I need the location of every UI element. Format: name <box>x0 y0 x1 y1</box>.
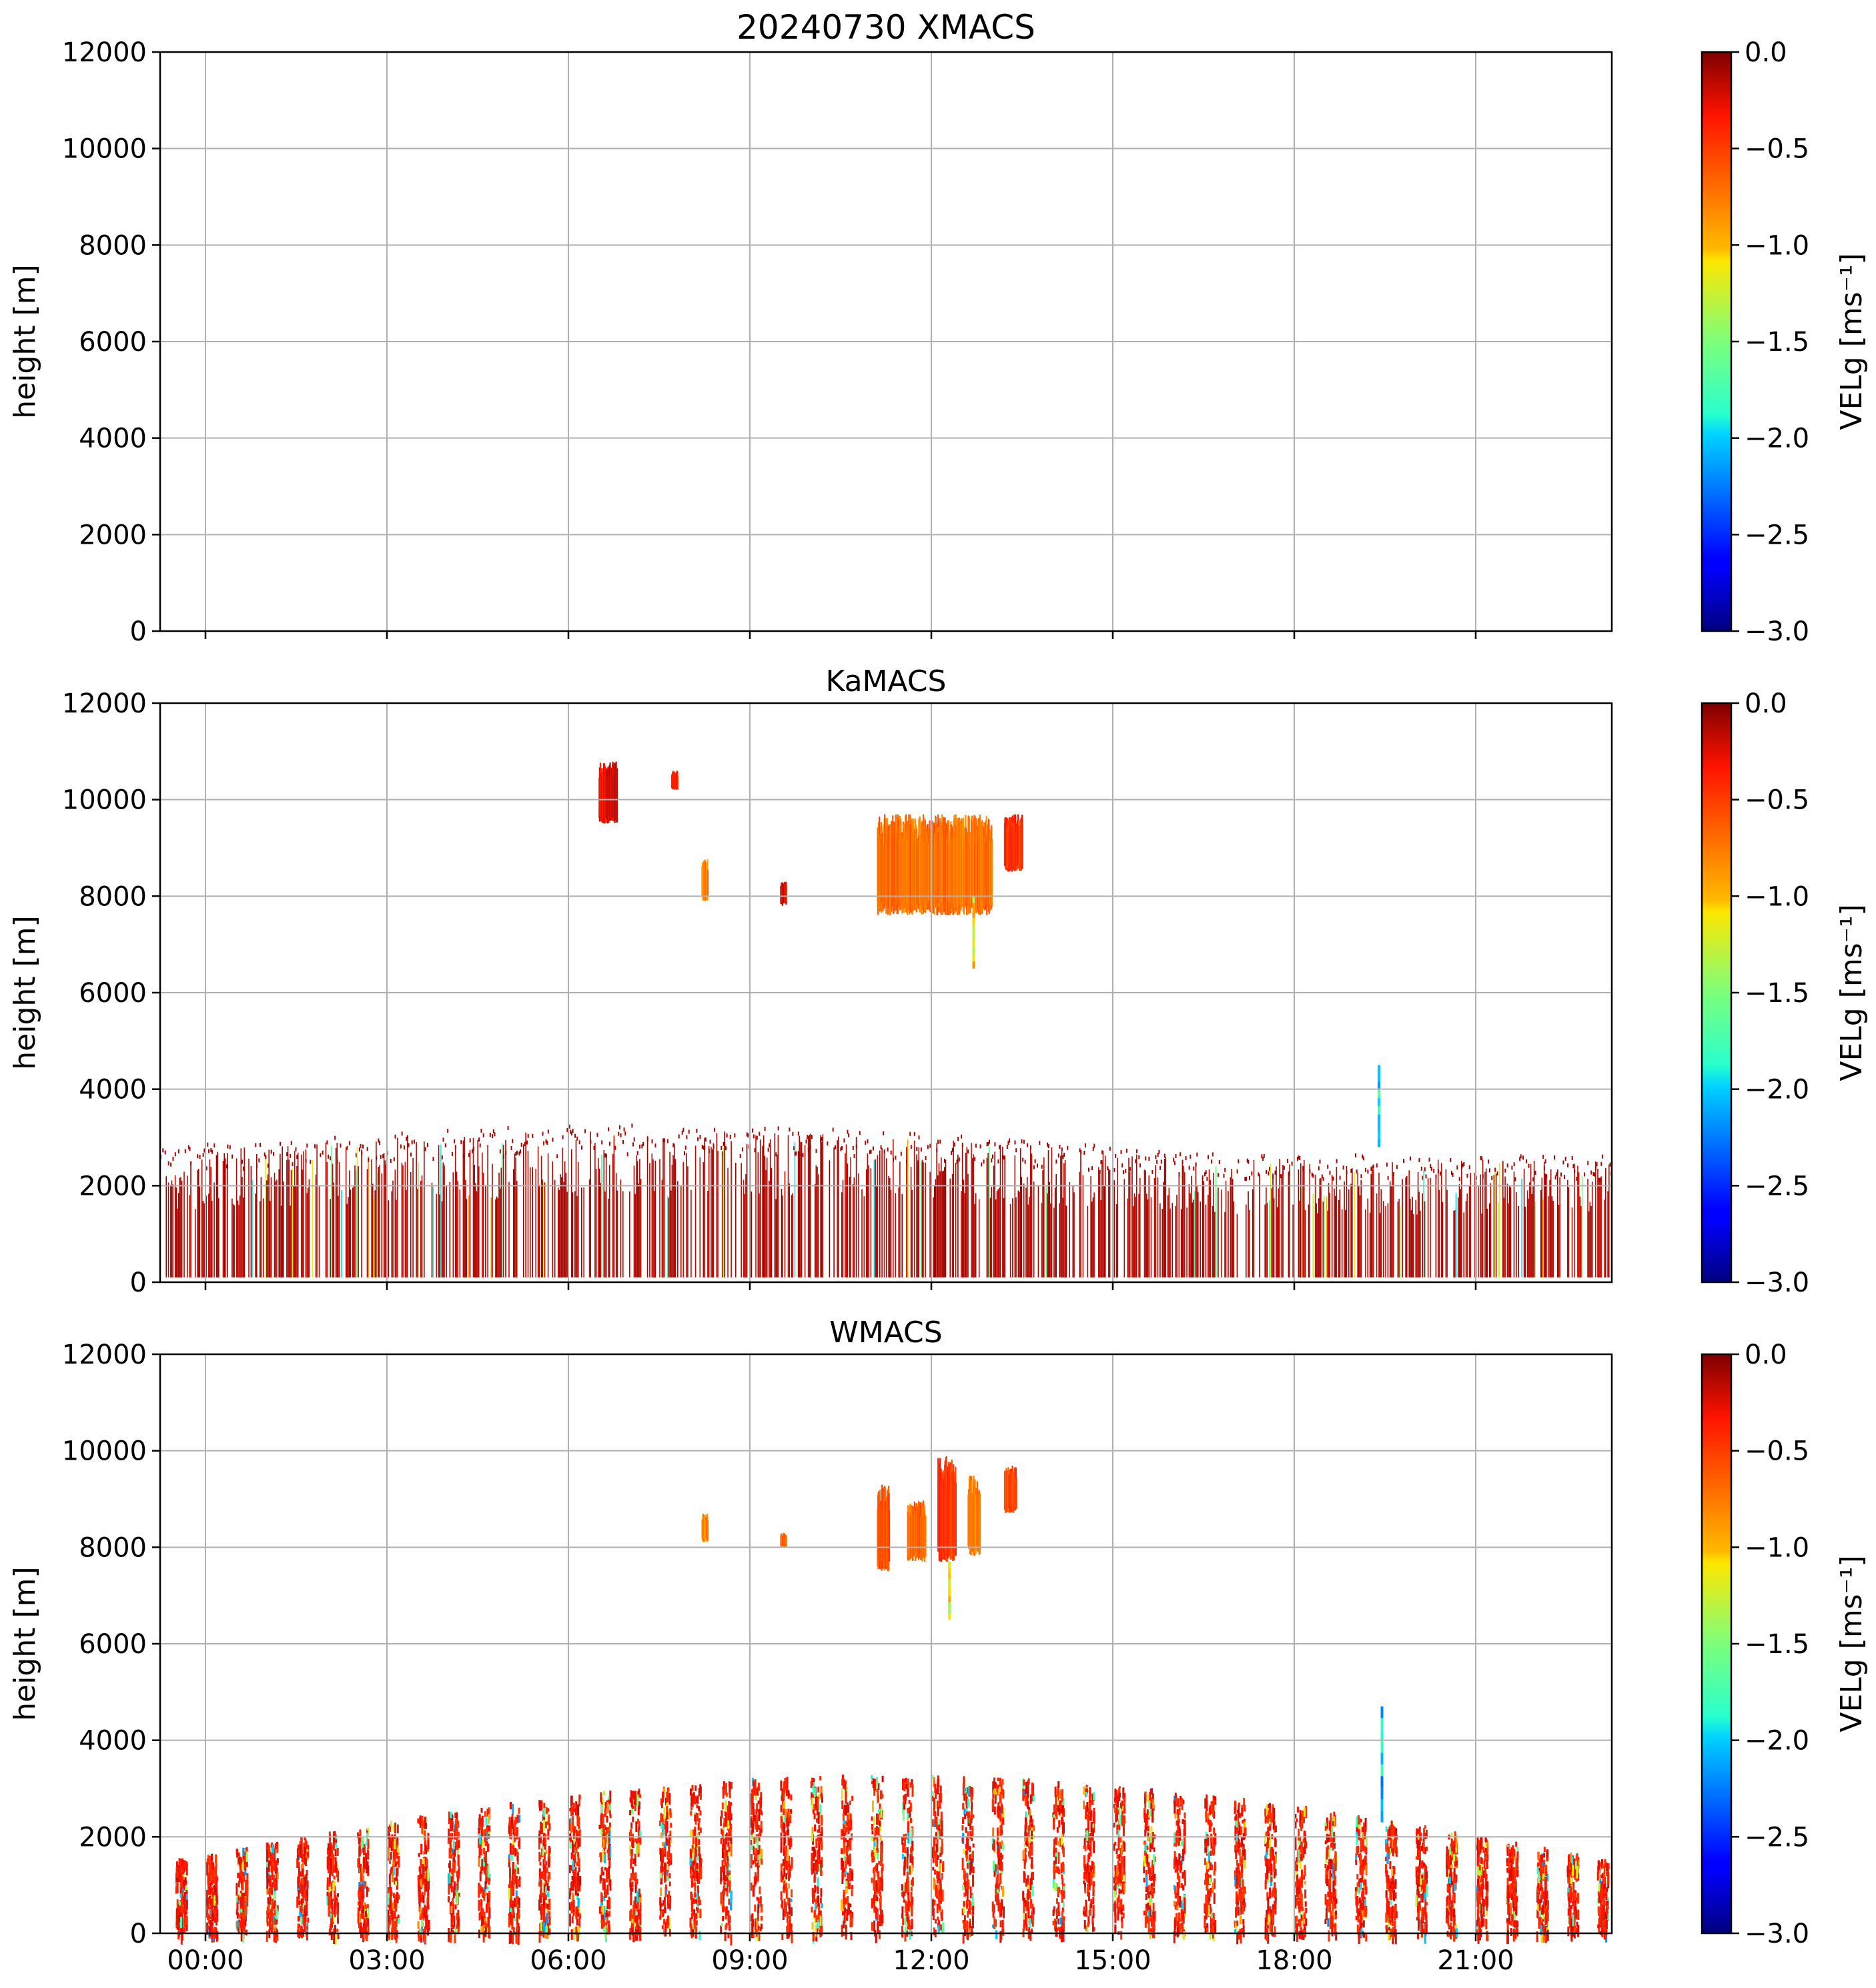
y-tick-label: 10000 <box>62 1436 147 1467</box>
echo-cloud <box>598 761 618 824</box>
echo-cloud <box>780 881 788 906</box>
echo-precip <box>1380 1706 1384 1823</box>
x-tick-label: 12:00 <box>893 1945 969 1976</box>
x-tick-label: 06:00 <box>530 1945 606 1976</box>
echo-cloud <box>877 1484 891 1572</box>
y-tick-label: 0 <box>130 616 147 647</box>
colorbar-tick-label: −1.5 <box>1745 327 1809 358</box>
y-tick-label: 8000 <box>79 881 147 912</box>
colorbar-tick-label: −1.5 <box>1745 978 1809 1009</box>
panel-title-kamacs: KaMACS <box>826 664 947 698</box>
colorbar-label: VELg [ms⁻¹] <box>1835 253 1869 430</box>
echo-cloud <box>780 1532 788 1548</box>
colorbar-gradient <box>1701 702 1733 1284</box>
x-tick-label: 21:00 <box>1437 1945 1514 1976</box>
colorbar-gradient <box>1701 1353 1733 1935</box>
echo-precip <box>1377 1065 1380 1147</box>
data-layer <box>160 761 1612 1278</box>
plot-area-xmacs: 0 2000 4000 6000 8000 10000 12000 height [m] 0.0… <box>8 37 1869 647</box>
x-tick-label: 18:00 <box>1256 1945 1332 1976</box>
y-tick-label: 0 <box>130 1268 147 1298</box>
plot-area-wmacs: 0 2000 4000 6000 8000 10000 12000 00:00 03:00 06:… <box>8 1340 1869 1976</box>
y-tick-label: 2000 <box>79 520 147 550</box>
panel-title-xmacs: 20240730 XMACS <box>737 8 1035 47</box>
y-tick-label: 6000 <box>79 1629 147 1660</box>
colorbar-tick-label: 0.0 <box>1745 1340 1787 1370</box>
colorbar-gradient <box>1701 51 1733 632</box>
colorbar: 0.0 −0.5 −1.0 −1.5 −2.0 −2.5 −3.0 VELg [ms⁻¹] <box>1701 1340 1869 1949</box>
data-layer <box>175 1456 1610 1946</box>
x-tick-label: 15:00 <box>1074 1945 1151 1976</box>
colorbar-tick-label: −2.0 <box>1745 1075 1809 1105</box>
panel-wmacs: WMACS 0 2000 4000 6000 8000 10000 12000 00:00 03… <box>8 1316 1869 1976</box>
echo-cloud <box>967 1475 981 1556</box>
colorbar-tick-label: −1.0 <box>1745 230 1809 261</box>
echo-boundary_layer <box>160 1123 1612 1278</box>
colorbar-tick-label: −0.5 <box>1745 134 1809 165</box>
colorbar-tick-label: −0.5 <box>1745 785 1809 816</box>
colorbar-tick-label: −3.0 <box>1745 616 1809 647</box>
colorbar: 0.0 −0.5 −1.0 −1.5 −2.0 −2.5 −3.0 VELg [ms⁻¹] <box>1701 37 1869 647</box>
echo-bursts <box>175 1775 1610 1946</box>
x-tick-label: 00:00 <box>167 1945 244 1976</box>
colorbar-tick-label: −2.5 <box>1745 1171 1809 1201</box>
y-tick-label: 4000 <box>79 1726 147 1757</box>
x-tick-label: 09:00 <box>711 1945 788 1976</box>
x-tick-label: 03:00 <box>348 1945 425 1976</box>
colorbar-tick-label: 0.0 <box>1745 37 1787 68</box>
colorbar-label: VELg [ms⁻¹] <box>1835 1555 1869 1732</box>
y-tick-label: 10000 <box>62 134 147 165</box>
echo-cloud <box>1003 1466 1017 1514</box>
colorbar-tick-label: −2.5 <box>1745 1822 1809 1853</box>
echo-cloud <box>907 1500 927 1562</box>
y-tick-label: 12000 <box>62 37 147 68</box>
colorbar-label: VELg [ms⁻¹] <box>1835 904 1869 1081</box>
y-tick-label: 10000 <box>62 785 147 816</box>
y-tick-label: 4000 <box>79 424 147 454</box>
echo-cirrus <box>877 814 993 916</box>
y-tick-label: 0 <box>130 1919 147 1949</box>
colorbar-tick-label: −3.0 <box>1745 1919 1809 1949</box>
echo-cloud <box>701 1513 709 1542</box>
y-tick-label: 6000 <box>79 327 147 358</box>
y-tick-label: 2000 <box>79 1822 147 1853</box>
colorbar-tick-label: −1.0 <box>1745 1532 1809 1563</box>
echo-cloud <box>1003 814 1023 872</box>
panel-xmacs: 20240730 XMACS 0 2000 4000 6000 8000 10000 120… <box>8 8 1869 647</box>
colorbar-tick-label: 0.0 <box>1745 688 1787 719</box>
colorbar-tick-label: −2.0 <box>1745 424 1809 454</box>
y-tick-label: 12000 <box>62 1340 147 1370</box>
echo-cloud <box>671 771 678 790</box>
panel-kamacs: KaMACS 0 2000 4000 6000 8000 10000 12000 height… <box>8 664 1869 1298</box>
echo-cloud <box>701 859 709 901</box>
colorbar-tick-label: −1.0 <box>1745 881 1809 912</box>
y-tick-label: 8000 <box>79 1532 147 1563</box>
panel-title-wmacs: WMACS <box>829 1316 942 1350</box>
y-tick-label: 2000 <box>79 1171 147 1201</box>
echo-cloud <box>937 1456 957 1562</box>
echo-fallstreak <box>972 896 975 969</box>
colorbar: 0.0 −0.5 −1.0 −1.5 −2.0 −2.5 −3.0 VELg [ms⁻¹] <box>1701 688 1869 1298</box>
y-tick-label: 12000 <box>62 688 147 719</box>
colorbar-tick-label: −2.0 <box>1745 1726 1809 1757</box>
y-tick-label: 6000 <box>79 978 147 1009</box>
y-axis-label: height [m] <box>8 1566 42 1720</box>
y-axis-label: height [m] <box>8 264 42 418</box>
colorbar-tick-label: −3.0 <box>1745 1268 1809 1298</box>
y-tick-label: 4000 <box>79 1075 147 1105</box>
colorbar-tick-label: −2.5 <box>1745 520 1809 550</box>
colorbar-tick-label: −0.5 <box>1745 1436 1809 1467</box>
colorbar-tick-label: −1.5 <box>1745 1629 1809 1660</box>
plot-area-kamacs: 0 2000 4000 6000 8000 10000 12000 height [m] 0.0… <box>8 688 1869 1298</box>
echo-fallstreak <box>948 1562 951 1620</box>
y-tick-label: 8000 <box>79 230 147 261</box>
y-axis-label: height [m] <box>8 915 42 1069</box>
